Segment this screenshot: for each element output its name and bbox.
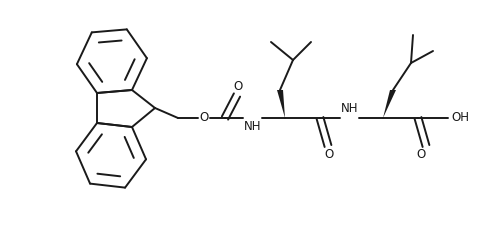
Text: NH: NH: [244, 120, 262, 132]
Text: O: O: [324, 148, 333, 162]
Text: OH: OH: [451, 112, 469, 124]
Polygon shape: [383, 90, 396, 118]
Text: O: O: [233, 79, 242, 93]
Text: O: O: [199, 112, 209, 124]
Text: NH: NH: [341, 102, 359, 114]
Polygon shape: [277, 90, 285, 118]
Text: O: O: [416, 148, 426, 162]
